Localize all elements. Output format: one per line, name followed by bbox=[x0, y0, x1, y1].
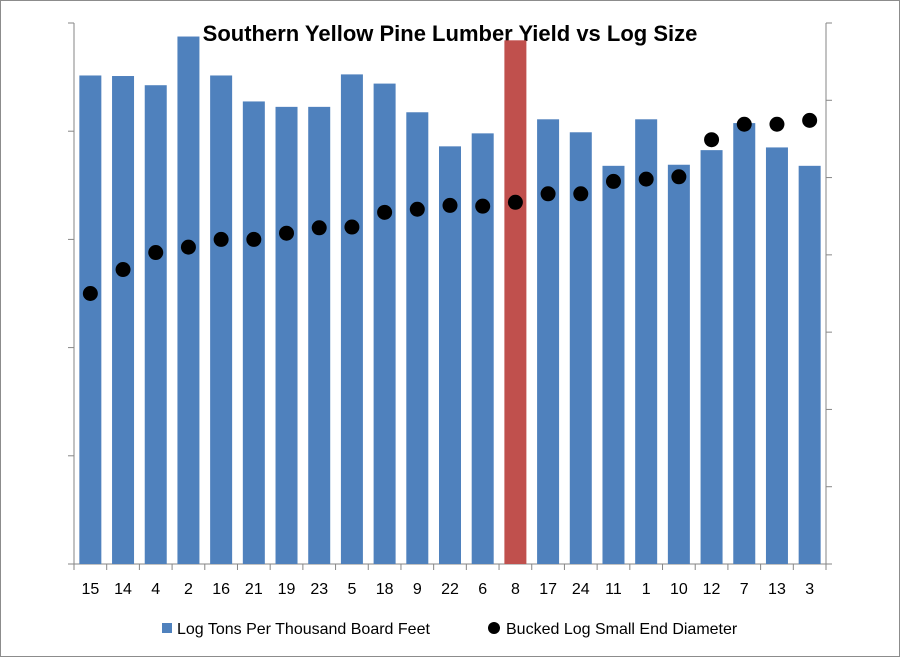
scatter-point bbox=[605, 173, 621, 189]
scatter-point bbox=[802, 112, 818, 128]
scatter-point bbox=[377, 204, 393, 220]
bar bbox=[700, 150, 723, 564]
bar bbox=[765, 147, 788, 564]
bar-series bbox=[79, 36, 821, 565]
x-tick-label: 19 bbox=[278, 581, 296, 598]
scatter-point bbox=[246, 231, 262, 247]
bar bbox=[79, 75, 102, 565]
scatter-point bbox=[540, 186, 556, 202]
x-tick-label: 18 bbox=[376, 581, 394, 598]
scatter-point bbox=[409, 201, 425, 217]
scatter-point bbox=[638, 171, 654, 187]
x-tick-label: 16 bbox=[212, 581, 230, 598]
x-tick-label: 5 bbox=[347, 581, 356, 598]
bar bbox=[733, 123, 756, 565]
bar bbox=[112, 76, 135, 564]
legend-dot-swatch bbox=[488, 622, 500, 634]
scatter-point bbox=[148, 245, 164, 261]
bar bbox=[537, 119, 560, 564]
bar bbox=[406, 112, 429, 564]
legend-dot-label: Bucked Log Small End Diameter bbox=[506, 621, 738, 638]
x-tick-label: 13 bbox=[768, 581, 786, 598]
x-tick-label: 15 bbox=[81, 581, 99, 598]
bar bbox=[210, 75, 233, 565]
x-tick-label: 6 bbox=[478, 581, 487, 598]
scatter-point bbox=[671, 169, 687, 185]
scatter-point bbox=[736, 116, 752, 132]
bar bbox=[667, 164, 690, 564]
x-axis: 15 14 4 2 16 21 19 23 5 18 9 22 6 8 17 24 11 1 10 12 7 13 3 bbox=[73, 563, 827, 598]
bar bbox=[471, 133, 494, 564]
legend: Log Tons Per Thousand Board Feet Bucked … bbox=[162, 621, 738, 638]
bar bbox=[177, 36, 200, 564]
scatter-point bbox=[475, 198, 491, 214]
scatter-point bbox=[442, 197, 458, 213]
right-axis bbox=[825, 22, 832, 565]
left-axis bbox=[68, 22, 75, 565]
bar bbox=[373, 83, 396, 564]
x-tick-label: 10 bbox=[670, 581, 688, 598]
scatter-point bbox=[311, 220, 327, 236]
scatter-point bbox=[704, 132, 720, 148]
x-tick-label: 3 bbox=[805, 581, 814, 598]
bar bbox=[569, 132, 592, 565]
scatter-point bbox=[279, 225, 295, 241]
x-tick-label: 7 bbox=[740, 581, 749, 598]
bar bbox=[635, 119, 658, 564]
bar bbox=[144, 85, 167, 564]
bar bbox=[308, 106, 331, 564]
scatter-point bbox=[573, 186, 589, 202]
scatter-point bbox=[769, 116, 785, 132]
scatter-point bbox=[213, 231, 229, 247]
x-tick-label: 11 bbox=[605, 581, 622, 598]
x-tick-label: 2 bbox=[184, 581, 193, 598]
x-tick-label: 22 bbox=[441, 581, 459, 598]
x-tick-label: 12 bbox=[703, 581, 721, 598]
bar bbox=[602, 165, 625, 564]
bar bbox=[340, 74, 363, 565]
scatter-point bbox=[82, 286, 98, 301]
bar bbox=[439, 146, 461, 564]
bar bbox=[504, 40, 527, 564]
legend-bar-label: Log Tons Per Thousand Board Feet bbox=[177, 621, 430, 638]
scatter-point bbox=[180, 239, 196, 255]
bar bbox=[275, 106, 298, 564]
legend-bar-swatch bbox=[162, 623, 172, 633]
x-tick-label: 24 bbox=[572, 581, 590, 598]
chart-title: Southern Yellow Pine Lumber Yield vs Log… bbox=[203, 21, 698, 46]
scatter-point bbox=[115, 262, 131, 278]
scatter-point bbox=[344, 219, 360, 235]
bar bbox=[798, 165, 821, 564]
scatter-series bbox=[82, 112, 818, 301]
scatter-point bbox=[507, 194, 523, 210]
x-tick-label: 4 bbox=[151, 581, 160, 598]
x-tick-label: 21 bbox=[245, 581, 263, 598]
bar bbox=[242, 101, 265, 564]
x-tick-label: 1 bbox=[642, 581, 651, 598]
x-tick-label: 8 bbox=[511, 581, 520, 598]
x-tick-label: 9 bbox=[413, 581, 422, 598]
x-tick-label: 23 bbox=[310, 581, 328, 598]
x-tick-label: 14 bbox=[114, 581, 132, 598]
x-tick-label: 17 bbox=[539, 581, 557, 598]
